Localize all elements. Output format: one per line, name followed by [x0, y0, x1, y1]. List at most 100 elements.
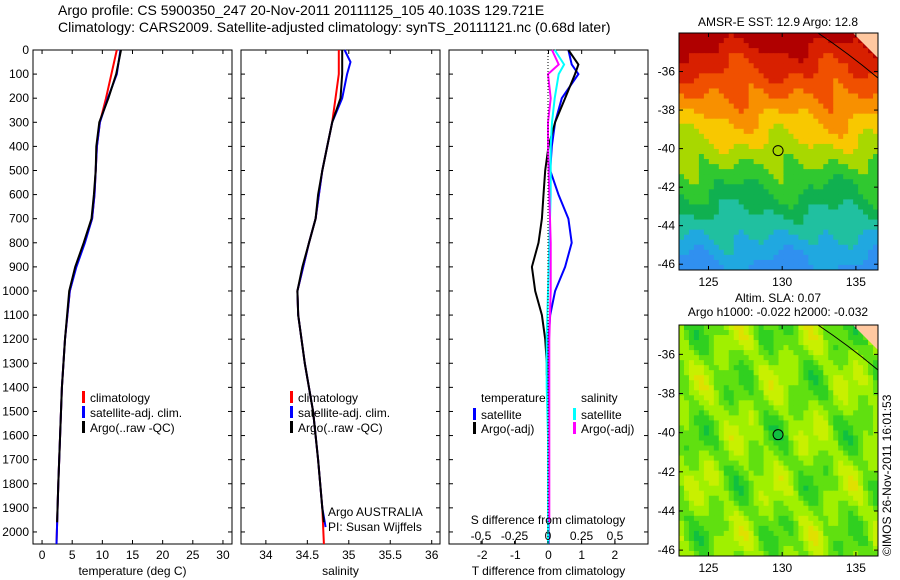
map-cell [743, 113, 750, 120]
map-cell [828, 98, 834, 105]
map-cell [828, 38, 834, 44]
map-cell [828, 103, 834, 110]
map-cell [843, 88, 849, 95]
map-cell [823, 520, 829, 527]
map-cell [848, 118, 854, 125]
map-cell [728, 154, 735, 160]
map-cell [823, 93, 829, 100]
map-cell [768, 179, 775, 185]
map-cell [743, 430, 750, 436]
map-cell [743, 380, 750, 386]
map-cell [843, 400, 849, 406]
map-cell [858, 370, 864, 376]
map-cell [808, 355, 814, 361]
map-cell [828, 540, 834, 547]
map-cell [833, 510, 839, 517]
map-cell [813, 138, 819, 145]
map-cell [843, 440, 849, 447]
map-cell [713, 73, 720, 79]
map-cell [828, 259, 834, 266]
map-cell [768, 58, 775, 64]
depth-tick-label: 1900 [2, 501, 29, 515]
map-cell [773, 435, 779, 441]
map-cell [783, 264, 789, 271]
map-cell [743, 93, 750, 100]
map-cell [783, 239, 789, 246]
map-cell [803, 550, 809, 557]
map-cell [848, 350, 854, 356]
map-cell [773, 128, 779, 135]
map-cell [743, 350, 750, 356]
map-cell [853, 199, 859, 205]
map-cell [838, 330, 844, 336]
map-cell [798, 550, 804, 557]
map-cell [748, 415, 755, 421]
map-cell [793, 535, 799, 542]
map-cell [693, 520, 700, 527]
map-cell [858, 219, 864, 226]
map-cell [713, 375, 720, 381]
map-cell [858, 365, 864, 371]
map-cell [743, 520, 750, 527]
map-cell [763, 159, 770, 165]
map-cell [788, 345, 794, 351]
map-cell [763, 244, 770, 251]
map-cell [698, 63, 705, 69]
map-cell [823, 410, 829, 416]
map-cell [793, 365, 799, 371]
map-cell [713, 325, 720, 331]
map-cell [843, 475, 849, 482]
map-cell [703, 143, 710, 150]
map-cell [733, 164, 740, 170]
depth-tick-label: 1000 [2, 284, 29, 298]
map-cell [838, 445, 844, 452]
map-cell [763, 390, 770, 396]
map-cell [679, 219, 685, 226]
map-cell [753, 88, 760, 95]
map-cell [818, 325, 824, 331]
map-cell [738, 430, 745, 436]
map-cell [778, 460, 784, 467]
map-cell [688, 259, 695, 266]
map-cell [718, 415, 725, 421]
depth-tick-label: 100 [9, 67, 29, 81]
map-cell [708, 219, 715, 226]
map-cell [803, 38, 809, 44]
map-cell [773, 460, 779, 467]
map-cell [733, 53, 740, 59]
map-cell [733, 58, 740, 64]
map-cell [778, 194, 784, 200]
map-cell [679, 73, 685, 79]
map-cell [693, 390, 700, 396]
map-cell [723, 63, 730, 69]
map-cell [688, 345, 695, 351]
map-cell [733, 204, 740, 210]
map-cell [813, 405, 819, 411]
map-cell [763, 229, 770, 236]
map-cell [733, 214, 740, 221]
map-cell [723, 350, 730, 356]
map-cell [843, 515, 849, 522]
map-cell [798, 530, 804, 537]
map-cell [718, 43, 725, 49]
map-cell [703, 53, 710, 59]
map-cell [723, 48, 730, 54]
map-cell [763, 209, 770, 216]
map-cell [868, 244, 874, 251]
map-cell [863, 68, 869, 74]
map-cell [788, 199, 794, 205]
map-cell [743, 88, 750, 95]
map-cell [693, 174, 700, 180]
map-cell [833, 33, 839, 39]
map-cell [748, 525, 755, 532]
map-cell [713, 530, 720, 537]
map-cell [828, 385, 834, 391]
map-cell [798, 224, 804, 231]
map-cell [728, 63, 735, 69]
map-cell [838, 33, 844, 39]
map-cell [838, 78, 844, 84]
map-cell [843, 103, 849, 110]
map-cell [738, 370, 745, 376]
temperature-x-label: temperature (deg C) [78, 564, 186, 578]
map-cell [808, 209, 814, 216]
